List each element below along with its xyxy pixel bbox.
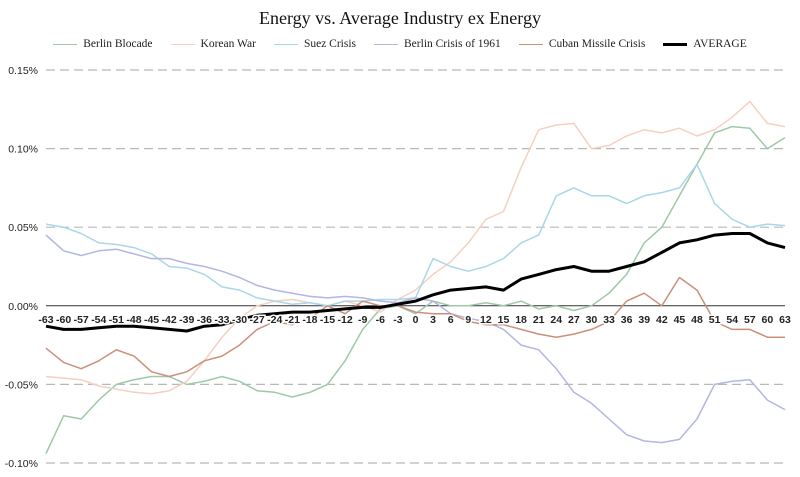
- x-tick-label: -9: [358, 314, 367, 326]
- series-line: [45, 276, 785, 378]
- legend-label: Suez Crisis: [303, 38, 357, 50]
- x-tick-label: -6: [376, 314, 385, 326]
- legend-item: AVERAGE: [663, 38, 747, 50]
- x-tick-label: -39: [179, 314, 194, 326]
- x-tick-label: 12: [480, 314, 492, 326]
- x-tick-label: 21: [533, 314, 545, 326]
- x-tick-label: 57: [744, 314, 756, 326]
- x-tick-label: -45: [144, 314, 159, 326]
- legend-label: Berlin Crisis of 1961: [404, 38, 501, 50]
- y-tick-label: -0.10%: [5, 458, 38, 470]
- legend-swatch: [374, 43, 399, 45]
- legend-label: Cuban Missile Crisis: [548, 38, 646, 50]
- x-tick-label: 45: [674, 314, 686, 326]
- legend-item: Cuban Missile Crisis: [518, 38, 646, 50]
- x-tick-label: 9: [465, 314, 471, 326]
- legend-item: Berlin Blocade: [53, 38, 153, 50]
- legend-item: Suez Crisis: [273, 38, 357, 50]
- x-tick-label: -12: [338, 314, 353, 326]
- x-tick-label: -27: [250, 314, 265, 326]
- y-tick-label: 0.00%: [8, 301, 38, 313]
- legend-swatch: [53, 43, 78, 45]
- x-tick-label: -15: [320, 314, 335, 326]
- x-tick-label: 60: [762, 314, 774, 326]
- legend-label: AVERAGE: [693, 38, 747, 50]
- x-tick-label: 27: [568, 314, 580, 326]
- x-tick-label: 42: [656, 314, 668, 326]
- y-tick-label: 0.15%: [8, 65, 38, 77]
- x-tick-label: -54: [91, 314, 106, 326]
- chart-title: Energy vs. Average Industry ex Energy: [259, 8, 541, 28]
- x-tick-label: -33: [214, 314, 229, 326]
- x-tick-label: 39: [638, 314, 650, 326]
- legend-swatch: [663, 42, 688, 46]
- x-tick-label: 24: [550, 314, 562, 326]
- x-tick-label: 51: [709, 314, 721, 326]
- x-tick-label: 18: [515, 314, 527, 326]
- x-tick-label: -36: [197, 314, 212, 326]
- series-line: [45, 100, 786, 395]
- x-tick-label: -63: [38, 314, 53, 326]
- series-line: [45, 234, 786, 444]
- x-tick-label: -24: [267, 314, 282, 326]
- x-tick-label: -57: [74, 314, 89, 326]
- x-tick-label: -3: [393, 314, 402, 326]
- x-tick-label: 54: [726, 314, 738, 326]
- legend-swatch: [273, 43, 298, 45]
- x-tick-label: 0: [413, 314, 419, 326]
- x-tick-label: -60: [56, 314, 71, 326]
- legend-label: Korean War: [200, 38, 256, 50]
- x-tick-label: -48: [126, 314, 141, 326]
- x-tick-label: 33: [603, 314, 615, 326]
- legend-swatch: [518, 43, 543, 45]
- legend-label: Berlin Blocade: [83, 38, 153, 50]
- series-line: [45, 232, 786, 333]
- y-tick-label: 0.05%: [8, 222, 38, 234]
- x-tick-label: -21: [285, 314, 300, 326]
- y-tick-label: 0.10%: [8, 144, 38, 156]
- x-tick-label: -42: [162, 314, 177, 326]
- x-tick-label: 36: [621, 314, 633, 326]
- x-tick-label: 6: [448, 314, 454, 326]
- x-tick-label: 48: [691, 314, 703, 326]
- x-tick-label: -30: [232, 314, 247, 326]
- x-tick-label: 63: [779, 314, 791, 326]
- legend: Berlin Blocade Korean War Suez Crisis Berli…: [0, 38, 800, 50]
- legend-item: Berlin Crisis of 1961: [374, 38, 501, 50]
- legend-swatch: [170, 43, 195, 45]
- x-tick-label: 15: [498, 314, 510, 326]
- x-tick-label: -18: [302, 314, 317, 326]
- y-tick-label: -0.05%: [5, 379, 38, 391]
- legend-item: Korean War: [170, 38, 256, 50]
- x-tick-label: 3: [430, 314, 436, 326]
- x-tick-label: 30: [586, 314, 598, 326]
- x-tick-label: -51: [109, 314, 124, 326]
